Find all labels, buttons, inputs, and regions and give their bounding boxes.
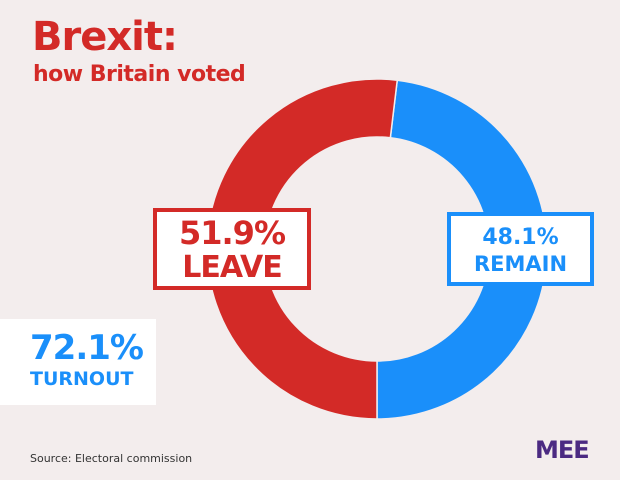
- donut-slice-leave: [206, 78, 399, 420]
- remain-label-box: 48.1% REMAIN: [447, 212, 594, 286]
- turnout-box: 72.1% TURNOUT: [0, 319, 156, 405]
- donut-slice-remain: [376, 79, 548, 420]
- source-note: Source: Electoral commission: [30, 452, 193, 465]
- mee-logo: MEE: [535, 436, 590, 464]
- remain-category-label: REMAIN: [473, 252, 568, 276]
- chart-subtitle: how Britain voted: [33, 62, 246, 87]
- remain-value-label: 48.1%: [482, 225, 559, 250]
- leave-label-box: 51.9% LEAVE: [153, 208, 311, 290]
- turnout-label: TURNOUT: [30, 368, 134, 390]
- leave-category-label: LEAVE: [182, 250, 283, 285]
- leave-value-label: 51.9%: [178, 214, 286, 252]
- turnout-value: 72.1%: [30, 328, 144, 368]
- chart-title: Brexit:: [32, 14, 178, 60]
